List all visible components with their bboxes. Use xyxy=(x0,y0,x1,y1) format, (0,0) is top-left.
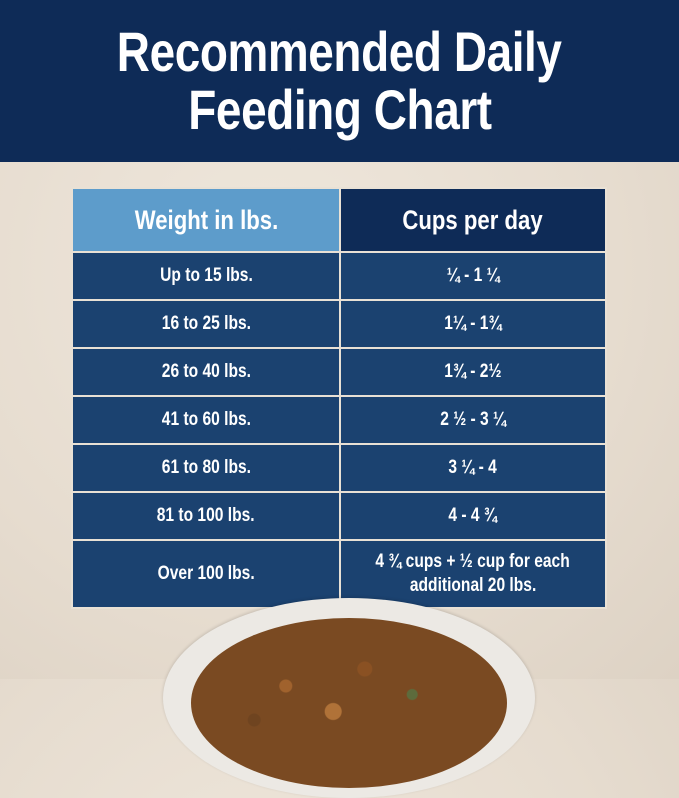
cups-cell: 1¼ - 1¾ xyxy=(339,299,607,349)
title-banner: Recommended Daily Feeding Chart xyxy=(0,0,679,162)
weight-cell: 26 to 40 lbs. xyxy=(71,347,341,397)
table-row: 61 to 80 lbs. 3 ¼ - 4 xyxy=(71,443,607,493)
title-line-1: Recommended Daily xyxy=(117,20,562,83)
weight-cell: 16 to 25 lbs. xyxy=(71,299,341,349)
weight-cell: Up to 15 lbs. xyxy=(71,251,341,301)
cups-cell: ¼ - 1 ¼ xyxy=(339,251,607,301)
table-row: Over 100 lbs. 4 ¾ cups + ½ cup for each ad… xyxy=(71,539,607,609)
weight-cell: 61 to 80 lbs. xyxy=(71,443,341,493)
cups-cell: 2 ½ - 3 ¼ xyxy=(339,395,607,445)
title-line-2: Feeding Chart xyxy=(187,78,492,141)
dog-food-bowl-image xyxy=(163,598,535,798)
header-cups: Cups per day xyxy=(339,187,607,253)
table-row: 81 to 100 lbs. 4 - 4 ¾ xyxy=(71,491,607,541)
cups-cell: 4 ¾ cups + ½ cup for each additional 20 l… xyxy=(339,539,607,609)
weight-cell: Over 100 lbs. xyxy=(71,539,341,609)
feeding-table: Weight in lbs. Cups per day Up to 15 lbs… xyxy=(71,187,607,609)
kibble xyxy=(191,618,507,788)
table-row: 16 to 25 lbs. 1¼ - 1¾ xyxy=(71,299,607,349)
table-header-row: Weight in lbs. Cups per day xyxy=(71,187,607,253)
table-row: 26 to 40 lbs. 1¾ - 2½ xyxy=(71,347,607,397)
table-row: 41 to 60 lbs. 2 ½ - 3 ¼ xyxy=(71,395,607,445)
weight-cell: 41 to 60 lbs. xyxy=(71,395,341,445)
weight-cell: 81 to 100 lbs. xyxy=(71,491,341,541)
table-row: Up to 15 lbs. ¼ - 1 ¼ xyxy=(71,251,607,301)
header-weight: Weight in lbs. xyxy=(71,187,341,253)
cups-cell: 1¾ - 2½ xyxy=(339,347,607,397)
cups-cell: 3 ¼ - 4 xyxy=(339,443,607,493)
cups-cell: 4 - 4 ¾ xyxy=(339,491,607,541)
